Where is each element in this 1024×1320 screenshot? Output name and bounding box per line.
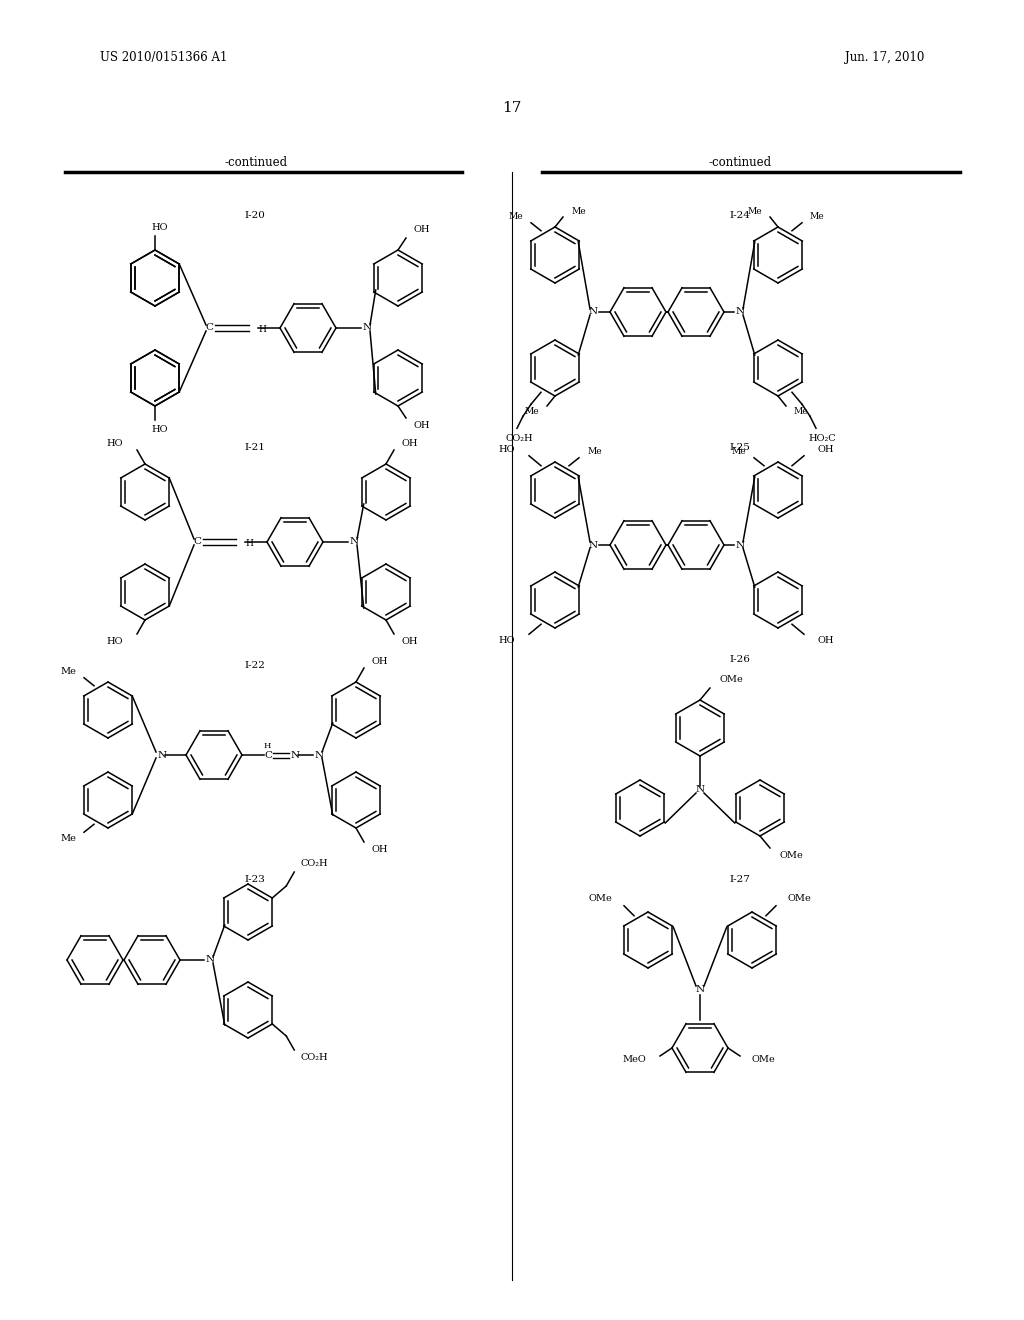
- Text: N: N: [314, 751, 324, 759]
- Text: N: N: [362, 323, 372, 333]
- Text: C: C: [193, 537, 201, 546]
- Text: Me: Me: [571, 207, 586, 216]
- Text: OH: OH: [402, 636, 419, 645]
- Text: N: N: [206, 956, 215, 965]
- Text: I-26: I-26: [729, 656, 751, 664]
- Text: Me: Me: [748, 207, 762, 216]
- Text: OH: OH: [414, 421, 430, 430]
- Text: -continued: -continued: [224, 156, 288, 169]
- Text: OH: OH: [372, 656, 388, 665]
- Text: HO: HO: [499, 445, 515, 454]
- Text: OMe: OMe: [780, 851, 804, 861]
- Text: Me: Me: [794, 408, 809, 417]
- Text: N: N: [695, 785, 705, 795]
- Text: C: C: [205, 323, 213, 333]
- Text: Me: Me: [524, 408, 539, 417]
- Text: N: N: [589, 540, 598, 549]
- Text: N: N: [158, 751, 167, 759]
- Text: 17: 17: [503, 102, 521, 115]
- Text: Me: Me: [508, 213, 523, 222]
- Text: OMe: OMe: [788, 894, 812, 903]
- Text: Me: Me: [60, 834, 76, 842]
- Text: CO₂H: CO₂H: [506, 434, 534, 442]
- Text: OMe: OMe: [720, 676, 743, 685]
- Text: N: N: [735, 540, 744, 549]
- Text: Me: Me: [810, 213, 824, 222]
- Text: HO: HO: [106, 636, 123, 645]
- Text: H: H: [258, 325, 266, 334]
- Text: I-20: I-20: [245, 210, 265, 219]
- Text: CO₂H: CO₂H: [300, 1053, 328, 1063]
- Text: I-24: I-24: [729, 210, 751, 219]
- Text: H: H: [263, 742, 270, 750]
- Text: OMe: OMe: [588, 894, 612, 903]
- Text: H: H: [245, 539, 253, 548]
- Text: I-27: I-27: [729, 875, 751, 884]
- Text: -continued: -continued: [709, 156, 771, 169]
- Text: N: N: [589, 308, 598, 317]
- Text: OH: OH: [818, 636, 835, 644]
- Text: MeO: MeO: [623, 1056, 646, 1064]
- Text: I-23: I-23: [245, 875, 265, 884]
- Text: OH: OH: [414, 226, 430, 235]
- Text: CO₂H: CO₂H: [300, 859, 328, 869]
- Text: HO₂C: HO₂C: [808, 434, 836, 442]
- Text: C: C: [264, 751, 272, 760]
- Text: Me: Me: [587, 447, 602, 457]
- Text: Me: Me: [731, 447, 746, 457]
- Text: N: N: [349, 537, 358, 546]
- Text: I-25: I-25: [729, 444, 751, 453]
- Text: N: N: [695, 986, 705, 994]
- Text: OMe: OMe: [752, 1056, 776, 1064]
- Text: HO: HO: [106, 438, 123, 447]
- Text: Me: Me: [60, 667, 76, 676]
- Text: HO: HO: [151, 425, 168, 433]
- Text: OH: OH: [372, 845, 388, 854]
- Text: OH: OH: [402, 438, 419, 447]
- Text: US 2010/0151366 A1: US 2010/0151366 A1: [100, 51, 227, 65]
- Text: I-21: I-21: [245, 444, 265, 453]
- Text: HO: HO: [151, 223, 168, 232]
- Text: HO: HO: [499, 636, 515, 644]
- Text: I-22: I-22: [245, 660, 265, 669]
- Text: N: N: [735, 308, 744, 317]
- Text: OH: OH: [818, 445, 835, 454]
- Text: Jun. 17, 2010: Jun. 17, 2010: [845, 51, 924, 65]
- Text: N: N: [291, 751, 300, 759]
